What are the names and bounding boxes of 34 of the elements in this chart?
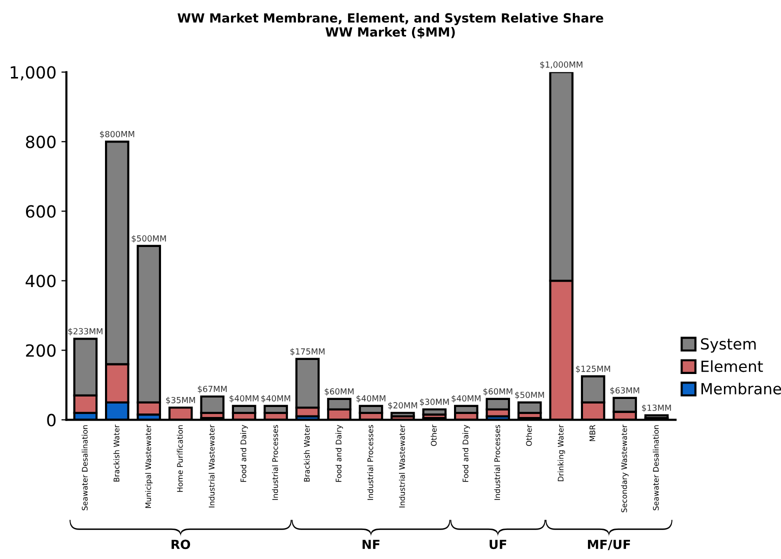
y-tick-label: 400	[26, 274, 56, 288]
legend-label: Element	[702, 360, 763, 372]
legend-label: System	[701, 338, 756, 353]
total-label: $60MM	[324, 388, 354, 396]
total-label: $40MM	[230, 395, 258, 403]
total-label: $233MM	[68, 328, 102, 336]
y-tick-label: 200	[26, 344, 56, 357]
y-tick-label: 600	[26, 205, 56, 218]
total-label: $40MM	[452, 395, 480, 403]
total-label: $1,000MM	[540, 61, 582, 69]
text: NF	[362, 540, 380, 549]
total-label: $800MM	[100, 130, 134, 138]
total-label: $60MM	[483, 388, 512, 396]
total-label: $175MM	[290, 348, 324, 356]
y-tick-label: 800	[26, 136, 56, 148]
text: UF	[490, 540, 506, 550]
text: MF/UF	[588, 540, 630, 550]
y-tick-label: 0	[47, 414, 56, 426]
total-label: $35MM	[166, 396, 195, 404]
chart-subtitle: WW Market ($MM)	[325, 27, 455, 38]
total-label: $40MM	[356, 395, 386, 403]
chart-title: WW Market Membrane, Element, and System Relative Share	[178, 12, 604, 26]
legend-label: Membrane	[702, 382, 781, 395]
text: RO	[172, 540, 190, 550]
total-label: $125MM	[576, 366, 610, 374]
total-label: $30MM	[420, 398, 449, 406]
total-label: $50MM	[515, 392, 544, 400]
total-label: $67MM	[198, 386, 227, 394]
total-label: $40MM	[261, 395, 290, 403]
total-label: $13MM	[642, 404, 671, 412]
y-tick-label: 1,000	[10, 66, 56, 80]
total-label: $500MM	[132, 235, 166, 243]
total-label: $63MM	[610, 387, 640, 395]
total-label: $20MM	[388, 402, 418, 410]
